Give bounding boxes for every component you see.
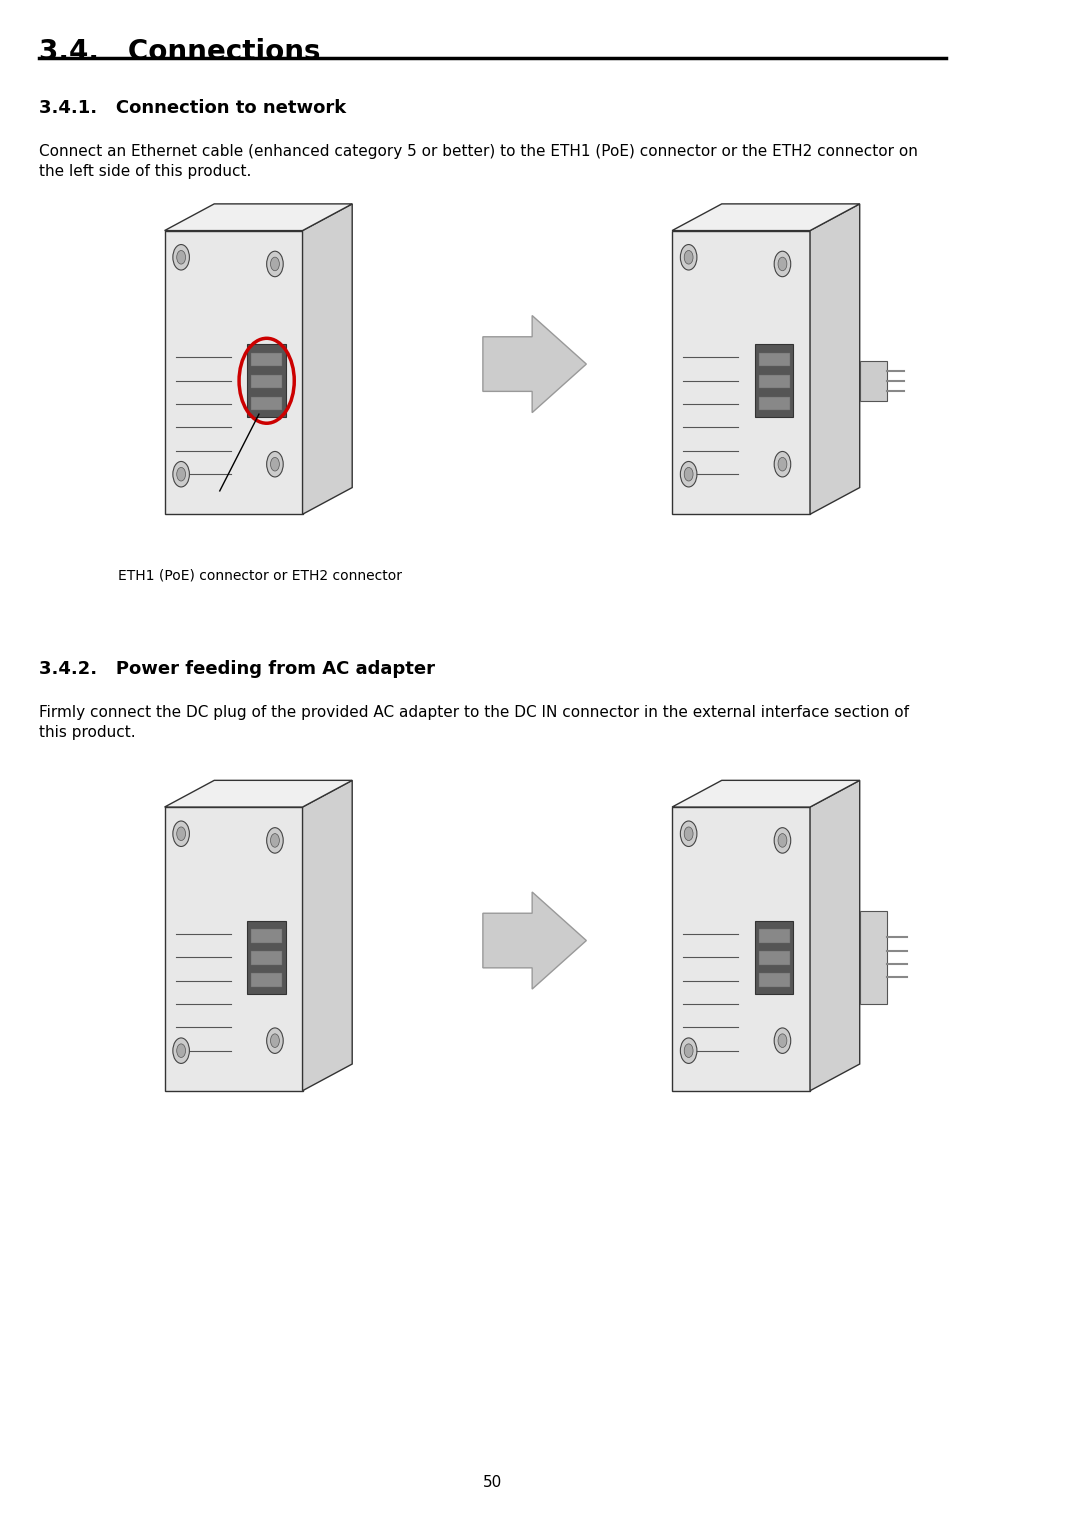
Circle shape: [680, 1038, 697, 1063]
FancyBboxPatch shape: [251, 397, 282, 410]
Circle shape: [778, 1035, 787, 1047]
Circle shape: [266, 452, 283, 476]
FancyBboxPatch shape: [247, 921, 286, 994]
FancyBboxPatch shape: [251, 930, 282, 942]
FancyBboxPatch shape: [251, 353, 282, 366]
Circle shape: [680, 244, 697, 270]
Polygon shape: [810, 203, 859, 514]
Circle shape: [176, 1044, 186, 1057]
Polygon shape: [810, 780, 859, 1091]
Text: 3.4.1.   Connection to network: 3.4.1. Connection to network: [40, 99, 346, 117]
FancyBboxPatch shape: [859, 361, 887, 400]
Circle shape: [774, 828, 791, 853]
Circle shape: [680, 461, 697, 487]
Circle shape: [270, 834, 279, 846]
Polygon shape: [483, 316, 587, 413]
Polygon shape: [672, 807, 810, 1091]
Text: 50: 50: [483, 1475, 502, 1490]
Text: Firmly connect the DC plug of the provided AC adapter to the DC IN connector in : Firmly connect the DC plug of the provid…: [40, 705, 910, 740]
FancyBboxPatch shape: [251, 974, 282, 986]
FancyBboxPatch shape: [759, 951, 790, 965]
Polygon shape: [672, 203, 859, 231]
Circle shape: [173, 244, 189, 270]
Circle shape: [774, 452, 791, 476]
Circle shape: [684, 827, 693, 840]
Polygon shape: [165, 807, 303, 1091]
Circle shape: [176, 827, 186, 840]
Circle shape: [684, 1044, 693, 1057]
Circle shape: [778, 258, 787, 270]
FancyBboxPatch shape: [759, 930, 790, 942]
Polygon shape: [483, 892, 587, 989]
Circle shape: [266, 1029, 283, 1053]
FancyBboxPatch shape: [759, 397, 790, 410]
Polygon shape: [165, 231, 303, 514]
Polygon shape: [303, 203, 352, 514]
FancyBboxPatch shape: [251, 375, 282, 388]
FancyBboxPatch shape: [755, 344, 793, 417]
Circle shape: [680, 821, 697, 846]
Circle shape: [774, 252, 791, 276]
Polygon shape: [165, 780, 352, 807]
Text: 3.4.2.   Power feeding from AC adapter: 3.4.2. Power feeding from AC adapter: [40, 660, 435, 678]
Circle shape: [266, 828, 283, 853]
FancyBboxPatch shape: [759, 375, 790, 388]
Circle shape: [684, 250, 693, 264]
FancyBboxPatch shape: [251, 951, 282, 965]
Circle shape: [270, 258, 279, 270]
Circle shape: [173, 461, 189, 487]
Circle shape: [270, 1035, 279, 1047]
FancyBboxPatch shape: [859, 910, 887, 1004]
Polygon shape: [303, 780, 352, 1091]
Polygon shape: [165, 203, 352, 231]
FancyBboxPatch shape: [247, 344, 286, 417]
Circle shape: [778, 834, 787, 846]
Circle shape: [270, 458, 279, 470]
Polygon shape: [672, 780, 859, 807]
Circle shape: [176, 467, 186, 481]
FancyBboxPatch shape: [759, 974, 790, 986]
Text: Connect an Ethernet cable (enhanced category 5 or better) to the ETH1 (PoE) conn: Connect an Ethernet cable (enhanced cate…: [40, 144, 918, 179]
Polygon shape: [672, 231, 810, 514]
Circle shape: [173, 821, 189, 846]
Circle shape: [176, 250, 186, 264]
Circle shape: [774, 1029, 791, 1053]
Circle shape: [684, 467, 693, 481]
FancyBboxPatch shape: [759, 353, 790, 366]
Circle shape: [778, 458, 787, 470]
Text: ETH1 (PoE) connector or ETH2 connector: ETH1 (PoE) connector or ETH2 connector: [119, 569, 402, 583]
FancyBboxPatch shape: [755, 921, 793, 994]
Circle shape: [266, 252, 283, 276]
Text: 3.4.   Connections: 3.4. Connections: [40, 38, 321, 65]
Circle shape: [173, 1038, 189, 1063]
